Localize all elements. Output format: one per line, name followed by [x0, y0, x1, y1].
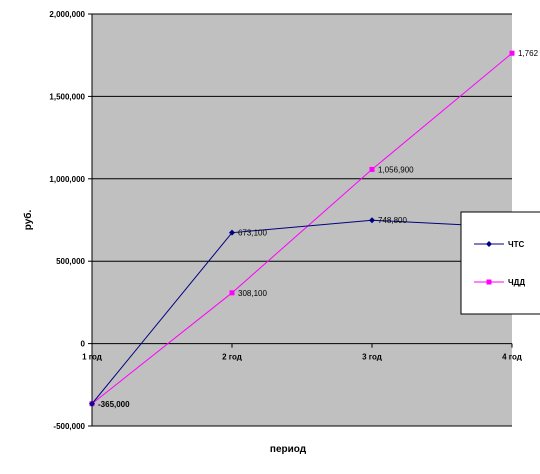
x-tick-label: 1 год: [82, 353, 102, 362]
legend-label: ЧДД: [508, 278, 525, 287]
data-point: [229, 290, 235, 296]
y-tick-label: 1,000,000: [49, 175, 85, 184]
x-tick-label: 3 год: [362, 353, 382, 362]
series-line-chdd: [91, 52, 513, 405]
legend-label: ЧТС: [508, 240, 525, 249]
x-tick-label: 4 год: [502, 353, 522, 362]
y-tick-label: 500,000: [56, 257, 85, 266]
data-label: 308,100: [238, 289, 267, 298]
data-label: 748,800: [378, 216, 407, 225]
legend-marker: [486, 241, 492, 247]
y-tick-label: 2,000,000: [49, 10, 85, 19]
gridlines: [88, 13, 513, 427]
data-point: [229, 229, 235, 236]
series-layer: [89, 50, 515, 407]
y-tick-label: 0: [81, 340, 86, 349]
legend-marker: [486, 279, 492, 285]
legend: ЧТС ЧДД: [460, 211, 540, 315]
x-tick-label: 2 год: [222, 353, 242, 362]
data-label: 1,056,900: [378, 165, 414, 174]
x-tick-labels: 1 год 2 год 3 год 4 год: [82, 353, 522, 362]
data-point: [509, 50, 515, 56]
x-axis-title: период: [270, 444, 307, 455]
y-tick-label: -500,000: [53, 422, 85, 431]
data-label: 1,762: [518, 49, 539, 58]
plot-area: [92, 14, 512, 426]
y-tick-label: 1,500,000: [49, 92, 85, 101]
legend-box: [460, 211, 540, 315]
y-tick-labels: -500,000 0 500,000 1,000,000 1,500,000 2,000,…: [49, 10, 85, 431]
data-point: [369, 166, 375, 172]
data-label: -365,000: [98, 400, 130, 409]
data-label: 673,100: [238, 229, 267, 238]
data-point: [89, 400, 95, 407]
data-point: [369, 217, 375, 224]
series-line-chts: [91, 219, 513, 405]
y-axis-title: руб.: [22, 210, 34, 231]
